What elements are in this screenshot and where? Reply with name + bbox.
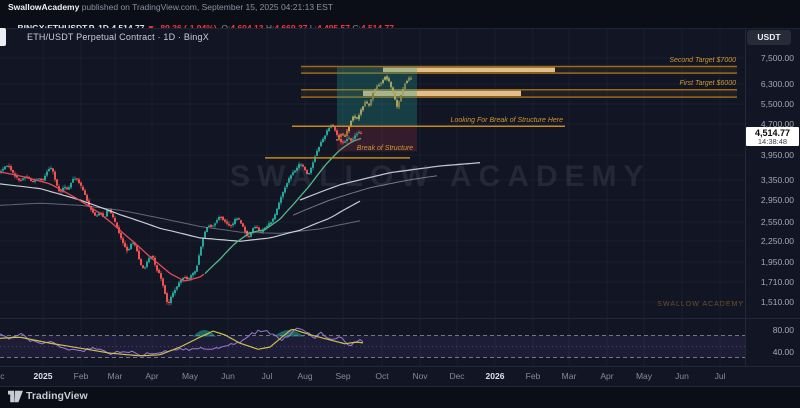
price-tick-label: 1,710.00 [760,277,794,287]
time-tick-label: Feb [73,371,89,381]
price-tick-label: 3,350.00 [760,175,794,185]
structure-boxes [337,66,417,152]
price-axis[interactable]: 7,500.00 6,300.00 5,500.00 4,700.00 3,950.00… [746,28,800,366]
bos-lines [265,125,565,159]
moving-averages [0,137,362,282]
candlestick-series [0,123,362,306]
tradingview-brand[interactable]: TradingView [26,390,88,402]
time-tick-label: Oct [375,371,389,381]
center-watermark: SWALLOW ACADEMY [230,160,651,193]
chart-frame [0,28,800,386]
time-tick-label: Aug [297,371,313,381]
axis-separator [745,28,746,366]
price-tick-label: 80.00 [772,325,794,335]
time-tick-label: Mar [561,371,577,381]
rsi-line [0,327,364,357]
frame-bottom-border [0,386,800,387]
time-tick-label: Apr [145,371,159,381]
annotation-looking-for-bos: Looking For Break of Structure Here [450,117,563,124]
rsi-ma-line [0,328,364,357]
ma-fast-down-line [0,171,205,282]
time-tick-label: Mar [107,371,123,381]
publish-info: SwallowAcademy published on TradingView.… [8,2,333,12]
price-tick-label: 2,550.00 [760,217,794,227]
toolbar-fragment [0,28,6,46]
arc-annotation-2 [292,175,438,216]
price-tick-label: 6,300.00 [760,79,794,89]
tradingview-logo-icon[interactable] [8,390,23,403]
price-tick-label: 4,700.00 [760,119,794,129]
annotation-first-target: First Target $6000 [679,80,736,87]
time-tick-label: Jun [675,371,689,381]
corner-watermark: SWALLOW ACADEMY [657,301,744,308]
time-tick-label: Jul [261,371,273,381]
price-tick-label: 1,510.00 [760,297,794,307]
currency-toggle-button[interactable]: USDT [747,30,791,45]
chart-legend-title[interactable]: ETH/USDT Perpetual Contract · 1D · BingX [27,32,209,42]
rsi-indicator [0,327,745,358]
pane-separator[interactable] [0,318,800,319]
grid-lines [0,29,745,366]
time-axis-border [0,366,800,367]
price-tick-label: 1,950.00 [760,257,794,267]
arc-annotation [299,162,481,201]
annotation-break-of-structure: Break of Structure [356,145,414,152]
ma-slower-line [0,202,361,234]
projected-bars-pattern [336,74,412,141]
time-tick-label: May [181,371,199,381]
time-tick-label: Nov [412,371,428,381]
time-tick-label: Sep [335,371,351,381]
price-tick-label: 2,250.00 [760,236,794,246]
time-tick-label: Dec [449,371,465,381]
annotation-second-target: Second Target $7000 [669,57,736,64]
time-tick-label: Jul [714,371,726,381]
tag-price: 4,514.77 [754,128,791,138]
publish-text: published on TradingView.com, September … [79,2,333,12]
time-tick-label: Jun [221,371,235,381]
price-tick-label: 5,500.00 [760,99,794,109]
time-tick-label: Apr [600,371,614,381]
time-tick-label: 2026 [485,371,505,381]
price-tick-label: 3,950.00 [760,150,794,160]
price-tick-label: 7,500.00 [760,53,794,63]
ma-fast-up-line [204,137,362,275]
time-tick-label: Dec [0,371,5,381]
ma-slow-line [0,183,361,242]
tag-countdown: 14:38:48 [757,137,788,146]
projection-arcs [292,162,481,216]
time-tick-label: May [635,371,653,381]
last-price-tag: 4,514.77 14:38:48 [746,127,799,146]
price-tick-label: 40.00 [772,347,794,357]
time-tick-label: Feb [525,371,541,381]
time-axis[interactable]: Dec 2025 Feb Mar Apr May Jun Jul Aug Sep Oct Nov Dec… [0,366,800,386]
time-tick-label: 2025 [33,371,53,381]
publisher-name: SwallowAcademy [8,2,80,12]
price-tick-label: 2,950.00 [760,195,794,205]
